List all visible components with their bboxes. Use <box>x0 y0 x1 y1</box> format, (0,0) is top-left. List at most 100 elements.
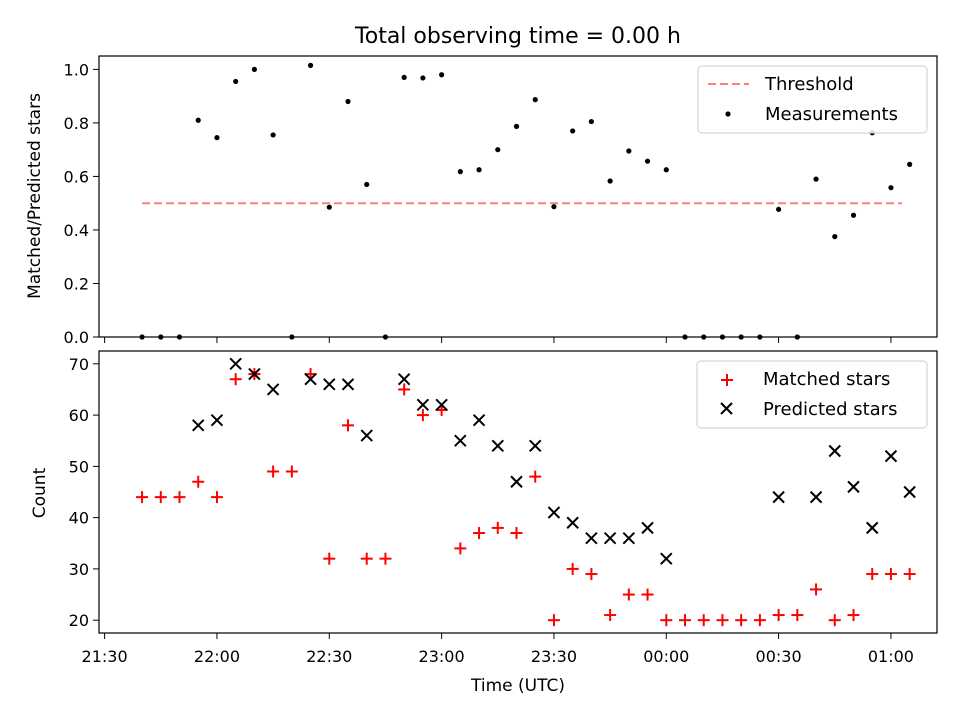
matched-star-marker <box>622 588 635 601</box>
measurement-point <box>495 147 501 153</box>
bottom-y-tick-label: 70 <box>69 355 89 374</box>
measurement-point <box>532 97 538 103</box>
top-legend: Threshold Measurements <box>697 65 928 134</box>
measurement-point <box>457 169 463 175</box>
predicted-star-marker <box>416 398 430 412</box>
bottom-y-tick-label: 50 <box>69 457 89 476</box>
legend-predicted-swatch <box>720 402 733 415</box>
top-y-tick-label: 0.0 <box>64 328 89 347</box>
predicted-star-marker <box>266 383 280 396</box>
measurement-point <box>607 178 613 184</box>
measurement-point <box>214 135 220 141</box>
matched-star-marker <box>753 614 766 627</box>
measurement-point <box>251 66 257 72</box>
bottom-y-axis-label: Count <box>30 467 50 518</box>
predicted-star-marker <box>622 531 636 545</box>
bottom-y-tick-label: 60 <box>69 406 89 425</box>
predicted-star-marker <box>641 521 654 535</box>
matched-star-marker <box>828 614 841 627</box>
predicted-star-marker <box>772 490 785 504</box>
matched-star-marker <box>285 465 298 478</box>
measurement-point <box>813 176 819 182</box>
bottom-y-tick-label: 20 <box>69 611 89 630</box>
legend-measurements-label: Measurements <box>765 104 898 125</box>
measurement-point <box>644 158 651 164</box>
matched-star-marker <box>810 583 823 596</box>
matched-star-marker <box>154 491 167 504</box>
measurement-point <box>345 98 351 105</box>
matched-star-marker <box>267 465 280 478</box>
measurement-point <box>663 167 669 173</box>
matched-star-marker <box>697 614 710 627</box>
measurement-point <box>307 62 314 68</box>
predicted-star-marker <box>510 475 523 488</box>
predicted-star-marker <box>547 506 561 519</box>
top-y-tick-label: 0.8 <box>64 114 89 133</box>
measurement-point <box>326 204 332 210</box>
legend-matched-label: Matched stars <box>763 369 890 390</box>
predicted-star-marker <box>304 372 317 386</box>
legend-measurements-swatch <box>725 111 731 117</box>
matched-star-marker <box>173 491 186 504</box>
predicted-star-marker <box>660 552 673 565</box>
predicted-star-marker <box>454 434 467 447</box>
predicted-star-marker <box>847 480 860 494</box>
predicted-star-marker <box>341 378 355 391</box>
measurement-point <box>570 128 576 134</box>
matched-star-marker <box>547 614 560 627</box>
measurement-point <box>195 117 201 123</box>
measurement-point <box>776 206 782 212</box>
top-legend-box <box>697 65 928 134</box>
top-y-tick-label: 0.2 <box>64 274 89 293</box>
matched-star-marker <box>884 568 897 581</box>
predicted-star-marker <box>884 449 898 463</box>
bottom-y-tick-label: 40 <box>69 509 89 528</box>
measurement-point <box>270 132 276 138</box>
predicted-star-marker <box>866 521 879 535</box>
predicted-star-marker <box>585 531 598 545</box>
top-y-tick-label: 0.4 <box>64 221 89 240</box>
matched-star-marker <box>192 475 205 488</box>
matched-star-marker <box>903 568 916 581</box>
predicted-star-marker <box>566 516 579 529</box>
measurement-point <box>588 118 594 125</box>
measurement-point <box>907 161 913 167</box>
matched-star-marker <box>641 588 654 601</box>
matched-star-marker <box>566 562 579 575</box>
matched-star-marker <box>454 542 467 555</box>
predicted-star-marker <box>529 439 542 453</box>
matched-star-marker <box>360 552 373 565</box>
measurement-point <box>551 204 557 210</box>
x-tick-label: 00:00 <box>643 647 689 666</box>
predicted-star-marker <box>603 531 617 545</box>
matched-star-marker <box>660 614 673 627</box>
matched-star-marker <box>735 614 748 627</box>
measurement-point <box>513 123 520 129</box>
top-plot-frame <box>98 55 938 338</box>
x-tick-label: 22:00 <box>194 647 240 666</box>
measurement-point <box>233 78 239 85</box>
legend-predicted-label: Predicted stars <box>763 399 897 420</box>
bottom-plot-frame <box>98 350 938 634</box>
measurement-point <box>832 234 838 240</box>
matched-star-marker <box>210 491 223 504</box>
matched-star-marker <box>473 527 486 540</box>
chart-title: Total observing time = 0.00 h <box>354 24 681 49</box>
measurement-point <box>439 72 445 78</box>
bottom-legend: Matched stars Predicted stars <box>696 360 928 429</box>
matched-star-marker <box>772 609 785 622</box>
matched-star-marker <box>379 552 392 565</box>
matched-star-marker <box>229 373 242 386</box>
matched-star-marker <box>679 614 692 627</box>
top-y-axis-label: Matched/Predicted stars <box>25 93 45 299</box>
predicted-star-marker <box>248 367 261 381</box>
matched-star-marker <box>136 491 149 504</box>
predicted-star-marker <box>192 419 205 432</box>
x-tick-label: 23:30 <box>531 647 577 666</box>
predicted-star-marker <box>828 444 841 458</box>
matched-star-marker <box>585 568 598 581</box>
bottom-y-tick-label: 30 <box>69 560 89 579</box>
matched-star-marker <box>398 383 411 396</box>
matched-star-marker <box>716 614 729 627</box>
